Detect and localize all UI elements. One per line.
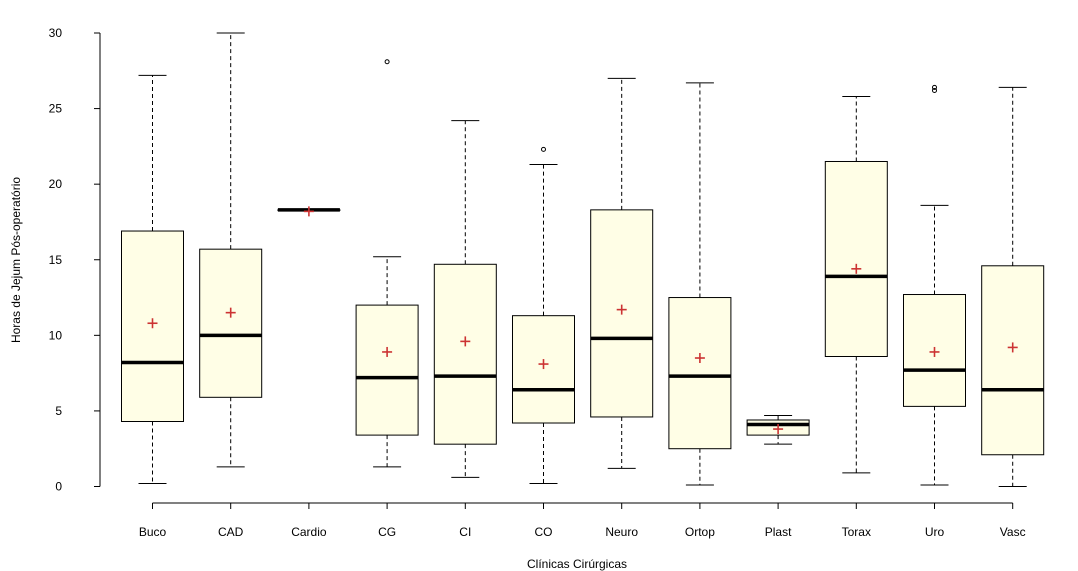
y-axis-title: Horas de Jejum Pós-operatório: [9, 177, 23, 343]
x-tick-label: CO: [535, 525, 553, 539]
box: [824, 160, 888, 357]
y-tick-label: 10: [49, 328, 63, 342]
box-group-buco: [121, 74, 184, 484]
box-group-uro: [903, 84, 966, 486]
x-axis: Buco CAD Cardio CG CI CO Neuro Ortop Plast Torax U…: [139, 502, 1026, 539]
y-tick-label: 30: [49, 26, 63, 40]
y-tick-label: 15: [49, 253, 63, 267]
y-tick-label: 0: [55, 480, 62, 494]
plot-area: [121, 32, 1045, 487]
x-tick-label: CI: [459, 525, 471, 539]
outlier-point: [541, 146, 546, 152]
x-tick-label: CG: [378, 525, 396, 539]
x-tick-label: Vasc: [1000, 525, 1026, 539]
outlier-point: [384, 59, 390, 65]
box-group-ortop: [668, 82, 732, 486]
box-group-vasc: [981, 86, 1045, 487]
y-tick-label: 20: [49, 177, 63, 191]
x-tick-label: Cardio: [291, 525, 327, 539]
box: [668, 297, 732, 450]
outlier-point: [932, 84, 937, 90]
x-axis-title: Clínicas Cirúrgicas: [527, 557, 627, 571]
box: [981, 265, 1045, 456]
x-tick-label: Plast: [765, 525, 792, 539]
box-group-neuro: [590, 77, 654, 469]
x-tick-label: Uro: [925, 525, 945, 539]
x-tick-label: CAD: [218, 525, 244, 539]
x-tick-label: Neuro: [605, 525, 638, 539]
box: [199, 248, 263, 398]
x-tick-label: Buco: [139, 525, 167, 539]
box-group-cardio: [277, 206, 341, 217]
y-tick-label: 25: [49, 102, 63, 116]
box-group-plast: [746, 414, 810, 445]
box-group-ci: [433, 120, 497, 478]
box: [512, 315, 575, 424]
box: [433, 263, 497, 445]
box-group-cg: [355, 59, 419, 468]
x-tick-label: Torax: [842, 525, 871, 539]
y-tick-label: 5: [55, 404, 62, 418]
outlier-point: [932, 87, 937, 93]
box: [355, 304, 419, 436]
x-tick-label: Ortop: [685, 525, 715, 539]
y-axis: 0 5 10 15 20 25 30: [49, 26, 101, 494]
box-group-cad: [199, 32, 263, 468]
box-group-torax: [824, 95, 888, 474]
box-group-co: [512, 146, 575, 484]
